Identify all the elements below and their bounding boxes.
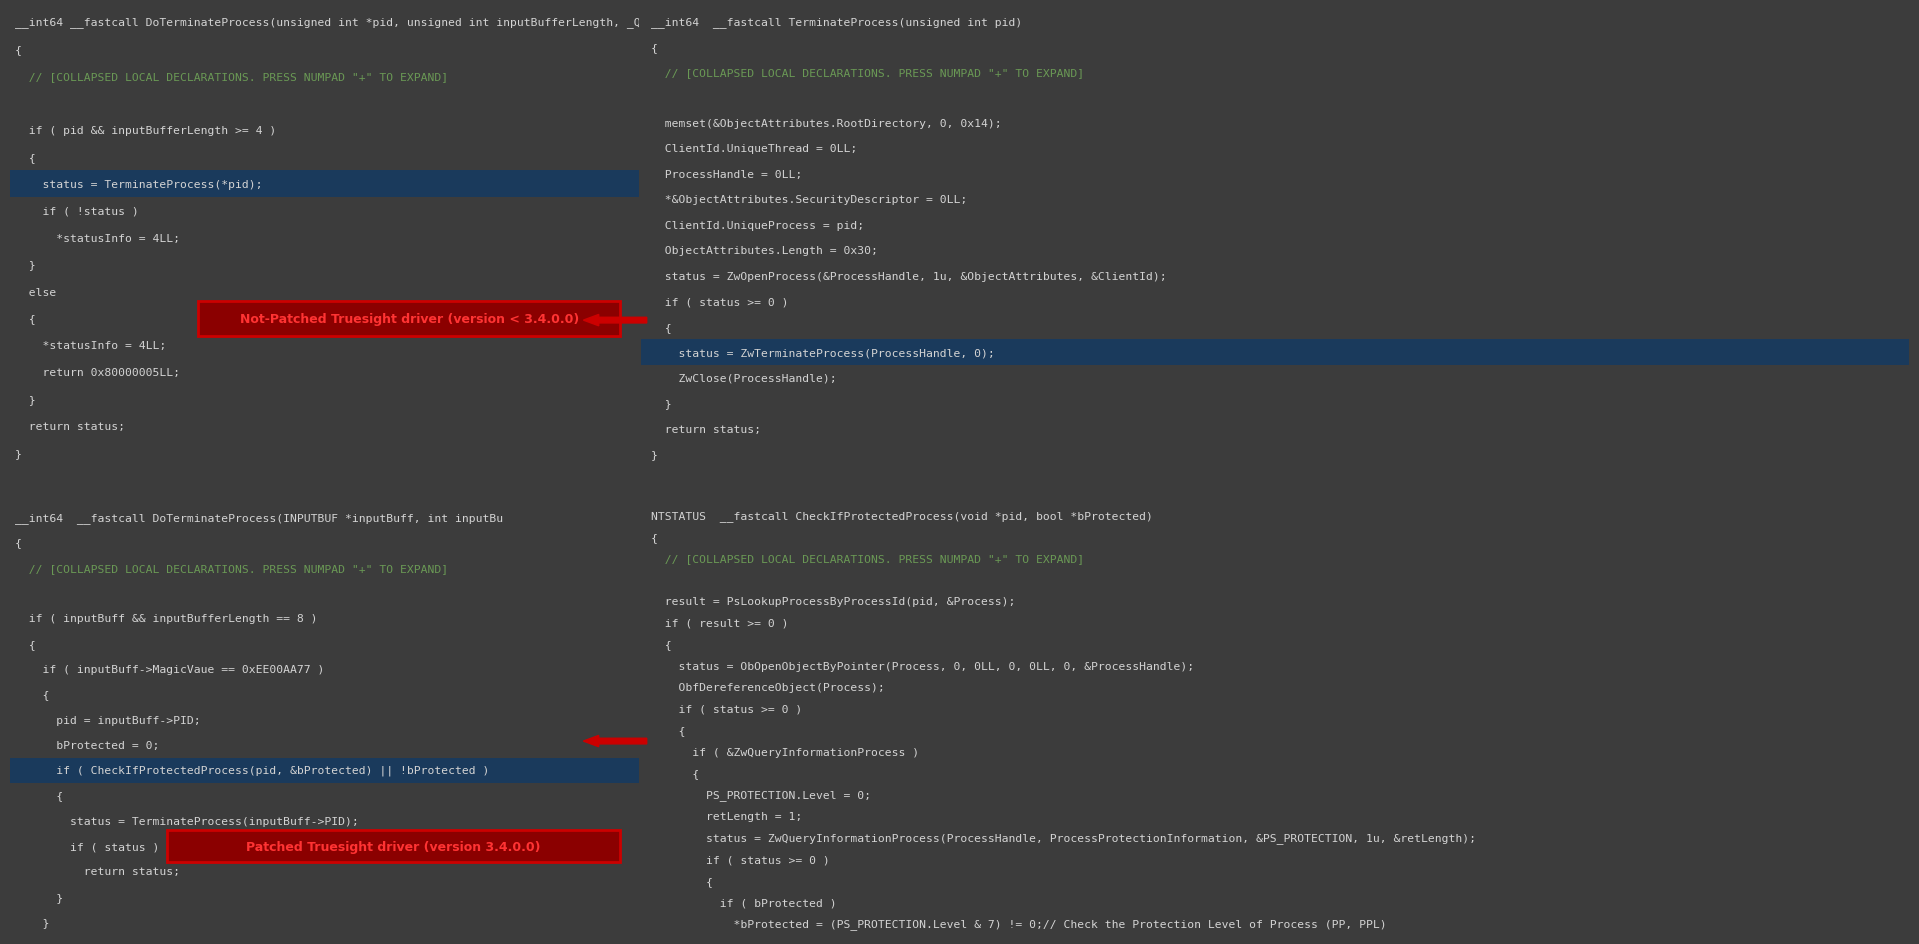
- Text: // [COLLAPSED LOCAL DECLARATIONS. PRESS NUMPAD "+" TO EXPAND]: // [COLLAPSED LOCAL DECLARATIONS. PRESS …: [15, 72, 447, 82]
- Text: {: {: [651, 640, 672, 649]
- Text: ZwClose(ProcessHandle);: ZwClose(ProcessHandle);: [651, 373, 837, 383]
- Text: }: }: [15, 892, 63, 902]
- Text: return 0x80000005LL;: return 0x80000005LL;: [15, 368, 180, 378]
- Text: *statusInfo = 4LL;: *statusInfo = 4LL;: [15, 341, 165, 351]
- Text: ProcessHandle = 0LL;: ProcessHandle = 0LL;: [651, 170, 802, 179]
- Text: {: {: [651, 532, 658, 542]
- Text: {: {: [15, 689, 50, 700]
- Text: return status;: return status;: [15, 422, 125, 431]
- Text: __int64  __fastcall DoTerminateProcess(INPUTBUF *inputBuff, int inputBu: __int64 __fastcall DoTerminateProcess(IN…: [15, 513, 503, 523]
- Text: Patched Truesight driver (version 3.4.0.0): Patched Truesight driver (version 3.4.0.…: [246, 839, 541, 852]
- Text: }: }: [651, 398, 672, 409]
- Text: return status;: return status;: [651, 424, 762, 434]
- Text: status = ZwOpenProcess(&ProcessHandle, 1u, &ObjectAttributes, &ClientId);: status = ZwOpenProcess(&ProcessHandle, 1…: [651, 272, 1167, 281]
- Text: if ( status >= 0 ): if ( status >= 0 ): [651, 704, 802, 714]
- Text: status = TerminateProcess(*pid);: status = TerminateProcess(*pid);: [15, 179, 263, 190]
- Text: {: {: [15, 791, 63, 801]
- Text: if ( bProtected ): if ( bProtected ): [651, 898, 837, 907]
- Text: {: {: [15, 314, 35, 324]
- Text: return status;: return status;: [15, 867, 180, 876]
- Text: ObjectAttributes.Length = 0x30;: ObjectAttributes.Length = 0x30;: [651, 246, 879, 256]
- Text: // [COLLAPSED LOCAL DECLARATIONS. PRESS NUMPAD "+" TO EXPAND]: // [COLLAPSED LOCAL DECLARATIONS. PRESS …: [15, 564, 447, 573]
- Text: if ( inputBuff->MagicVaue == 0xEE00AA77 ): if ( inputBuff->MagicVaue == 0xEE00AA77 …: [15, 665, 324, 674]
- Text: }: }: [15, 395, 35, 405]
- Text: ClientId.UniqueProcess = pid;: ClientId.UniqueProcess = pid;: [651, 221, 864, 230]
- Text: status = TerminateProcess(inputBuff->PID);: status = TerminateProcess(inputBuff->PID…: [15, 816, 359, 826]
- Text: result = PsLookupProcessByProcessId(pid, &Process);: result = PsLookupProcessByProcessId(pid,…: [651, 597, 1015, 607]
- Text: if ( result >= 0 ): if ( result >= 0 ): [651, 618, 789, 628]
- Text: }: }: [15, 261, 35, 270]
- Text: {: {: [651, 323, 672, 332]
- Text: }: }: [15, 917, 50, 927]
- Text: __int64  __fastcall TerminateProcess(unsigned int pid): __int64 __fastcall TerminateProcess(unsi…: [651, 17, 1023, 27]
- Text: {: {: [15, 639, 35, 649]
- Text: if ( &ZwQueryInformationProcess ): if ( &ZwQueryInformationProcess ): [651, 747, 919, 757]
- Text: Not-Patched Truesight driver (version < 3.4.0.0): Not-Patched Truesight driver (version < …: [240, 312, 580, 326]
- Text: retLength = 1;: retLength = 1;: [651, 812, 802, 821]
- Text: {: {: [651, 876, 714, 885]
- Bar: [10, 171, 639, 198]
- Text: {: {: [15, 153, 35, 162]
- Text: }: }: [651, 449, 658, 460]
- Bar: [167, 830, 620, 863]
- Bar: [198, 302, 620, 337]
- Text: status = ZwTerminateProcess(ProcessHandle, 0);: status = ZwTerminateProcess(ProcessHandl…: [651, 347, 994, 358]
- Text: {: {: [15, 45, 21, 55]
- Bar: [10, 758, 639, 783]
- Text: PS_PROTECTION.Level = 0;: PS_PROTECTION.Level = 0;: [651, 789, 871, 801]
- Text: __int64 __fastcall DoTerminateProcess(unsigned int *pid, unsigned int inputBuffe: __int64 __fastcall DoTerminateProcess(un…: [15, 17, 758, 28]
- Bar: [641, 340, 1909, 365]
- Text: // [COLLAPSED LOCAL DECLARATIONS. PRESS NUMPAD "+" TO EXPAND]: // [COLLAPSED LOCAL DECLARATIONS. PRESS …: [651, 68, 1084, 78]
- Text: pid = inputBuff->PID;: pid = inputBuff->PID;: [15, 715, 200, 725]
- Text: // [COLLAPSED LOCAL DECLARATIONS. PRESS NUMPAD "+" TO EXPAND]: // [COLLAPSED LOCAL DECLARATIONS. PRESS …: [651, 554, 1084, 564]
- Text: {: {: [15, 538, 21, 548]
- Text: {: {: [651, 726, 685, 735]
- Text: *statusInfo = 4LL;: *statusInfo = 4LL;: [15, 233, 180, 244]
- Text: }: }: [15, 448, 21, 459]
- Text: if ( !status ): if ( !status ): [15, 207, 138, 216]
- Text: *&ObjectAttributes.SecurityDescriptor = 0LL;: *&ObjectAttributes.SecurityDescriptor = …: [651, 195, 967, 205]
- Text: if ( CheckIfProtectedProcess(pid, &bProtected) || !bProtected ): if ( CheckIfProtectedProcess(pid, &bProt…: [15, 765, 489, 776]
- Text: if ( pid && inputBufferLength >= 4 ): if ( pid && inputBufferLength >= 4 ): [15, 126, 276, 136]
- Text: if ( status ): if ( status ): [15, 841, 159, 851]
- Text: ClientId.UniqueThread = 0LL;: ClientId.UniqueThread = 0LL;: [651, 144, 858, 154]
- Text: else: else: [15, 287, 56, 297]
- Text: status = ZwQueryInformationProcess(ProcessHandle, ProcessProtectionInformation, : status = ZwQueryInformationProcess(Proce…: [651, 833, 1476, 843]
- Text: *bProtected = (PS_PROTECTION.Level & 7) != 0;// Check the Protection Level of Pr: *bProtected = (PS_PROTECTION.Level & 7) …: [651, 919, 1387, 929]
- Text: ObfDereferenceObject(Process);: ObfDereferenceObject(Process);: [651, 683, 885, 693]
- Text: status = ObOpenObjectByPointer(Process, 0, 0LL, 0, 0LL, 0, &ProcessHandle);: status = ObOpenObjectByPointer(Process, …: [651, 661, 1194, 671]
- Text: if ( inputBuff && inputBufferLength == 8 ): if ( inputBuff && inputBufferLength == 8…: [15, 614, 317, 624]
- Text: bProtected = 0;: bProtected = 0;: [15, 740, 159, 750]
- Text: if ( status >= 0 ): if ( status >= 0 ): [651, 297, 789, 307]
- Text: if ( status >= 0 ): if ( status >= 0 ): [651, 854, 829, 865]
- Text: NTSTATUS  __fastcall CheckIfProtectedProcess(void *pid, bool *bProtected): NTSTATUS __fastcall CheckIfProtectedProc…: [651, 511, 1153, 521]
- Text: {: {: [651, 768, 699, 779]
- Text: memset(&ObjectAttributes.RootDirectory, 0, 0x14);: memset(&ObjectAttributes.RootDirectory, …: [651, 119, 1002, 129]
- Text: {: {: [651, 42, 658, 53]
